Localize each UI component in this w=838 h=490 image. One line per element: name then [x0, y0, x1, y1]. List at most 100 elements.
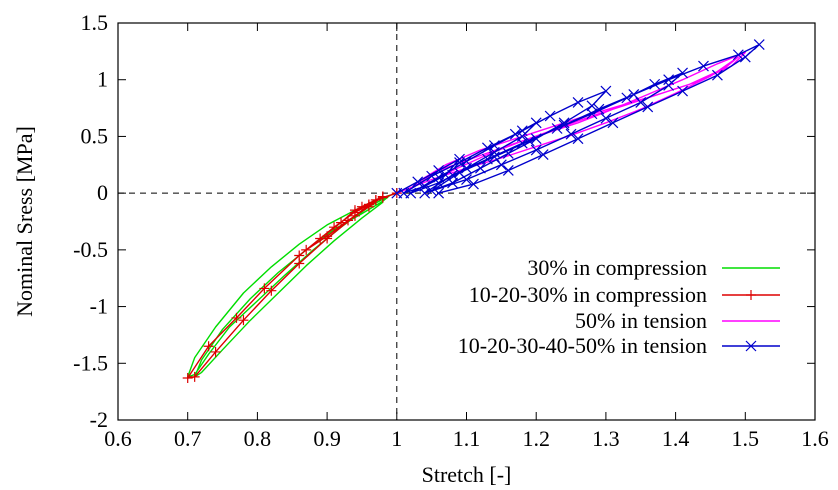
data-point: [544, 110, 556, 122]
data-point: [468, 178, 479, 190]
series-line: [186, 192, 398, 378]
legend-label: 10-20-30% in compression: [469, 282, 707, 307]
data-point: [481, 153, 493, 165]
data-point: [454, 153, 465, 165]
data-point: [231, 312, 242, 323]
x-tick-label: 0.7: [174, 426, 202, 451]
data-point: [530, 133, 542, 145]
data-point: [663, 74, 675, 86]
plot-frame: [117, 22, 816, 421]
reference-lines: [118, 23, 815, 420]
data-point: [572, 96, 584, 108]
data-point: [628, 89, 640, 100]
data-point: [621, 92, 633, 104]
data-point: [530, 144, 542, 156]
data-point: [488, 151, 500, 163]
data-point: [649, 78, 661, 90]
data-point: [238, 315, 249, 326]
data-point: [349, 210, 360, 221]
data-point: [698, 60, 709, 72]
y-axis-label: Nominal Sress [MPa]: [12, 126, 37, 317]
data-point: [502, 165, 514, 176]
data-point: [447, 169, 458, 181]
data-point: [516, 137, 528, 149]
data-point: [356, 201, 367, 212]
data-point: [475, 162, 486, 174]
tick-labels: 0.6 0.7 0.8 0.9 1 1.1 1.2 1.3 1.4 1.5 1.6 -2 -1.5 -1 -…: [73, 10, 829, 451]
data-point: [433, 171, 445, 183]
data-point: [412, 176, 424, 188]
legend-label: 50% in tension: [575, 308, 707, 333]
data-point: [732, 49, 744, 61]
series-0: [186, 192, 398, 378]
data-point: [677, 85, 688, 97]
data-point: [370, 194, 381, 205]
data-point: [586, 100, 598, 112]
x-tick-label: 1.3: [592, 426, 620, 451]
data-point: [607, 117, 619, 129]
data-point: [488, 140, 500, 151]
legend-label: 10-20-30-40-50% in tension: [458, 333, 707, 358]
y-tick-label: -1.5: [73, 350, 108, 375]
data-point: [530, 117, 542, 129]
data-point: [433, 187, 445, 199]
y-tick-label: -2: [90, 407, 108, 432]
data-point: [635, 96, 647, 108]
data-point: [481, 142, 493, 154]
data-point: [294, 258, 305, 269]
data-point: [509, 128, 521, 140]
data-point: [447, 177, 458, 189]
data-point: [433, 177, 445, 189]
y-tick-label: -1: [90, 294, 108, 319]
data-point: [426, 185, 438, 197]
series-3: [391, 39, 765, 199]
y-tick-label: 0: [97, 180, 108, 205]
data-point: [558, 117, 570, 129]
x-tick-label: 1.2: [522, 426, 550, 451]
data-point: [663, 79, 675, 91]
data-point: [495, 159, 507, 171]
x-tick-label: 1: [391, 426, 402, 451]
data-point: [419, 187, 431, 199]
x-tick-label: 0.6: [104, 426, 132, 451]
y-tick-label: 1.5: [81, 10, 109, 35]
data-point: [322, 233, 333, 244]
data-point: [189, 371, 200, 382]
y-tick-label: -0.5: [73, 237, 108, 262]
data-point: [551, 123, 563, 134]
data-point: [558, 119, 570, 131]
data-point: [600, 112, 612, 124]
x-tick-label: 0.9: [313, 426, 341, 451]
data-point: [711, 69, 723, 81]
data-point: [523, 135, 535, 147]
data-point: [210, 346, 221, 357]
data-point: [329, 222, 340, 233]
x-tick-label: 1.5: [732, 426, 760, 451]
data-point: [593, 103, 605, 115]
x-tick-label: 0.8: [244, 426, 272, 451]
x-tick-label: 1.6: [801, 426, 829, 451]
x-tick-label: 1.4: [662, 426, 690, 451]
data-point: [753, 39, 765, 50]
data-point: [516, 125, 528, 137]
data-point: [537, 149, 549, 161]
data-point: [642, 101, 654, 113]
x-axis-label: Stretch [-]: [422, 462, 512, 487]
data-point: [182, 373, 193, 384]
data-point: [266, 285, 277, 296]
data-point: [565, 128, 577, 140]
legend-marker: [746, 290, 756, 300]
y-tick-label: 0.5: [81, 123, 109, 148]
series-1: [182, 188, 402, 384]
data-point: [586, 108, 598, 120]
series-layer: [182, 39, 765, 384]
data-point: [461, 155, 472, 167]
data-point: [502, 148, 514, 159]
data-point: [405, 187, 417, 199]
data-point: [336, 217, 347, 228]
data-point: [343, 215, 354, 226]
data-point: [301, 244, 312, 255]
legend-label: 30% in compression: [527, 255, 707, 280]
